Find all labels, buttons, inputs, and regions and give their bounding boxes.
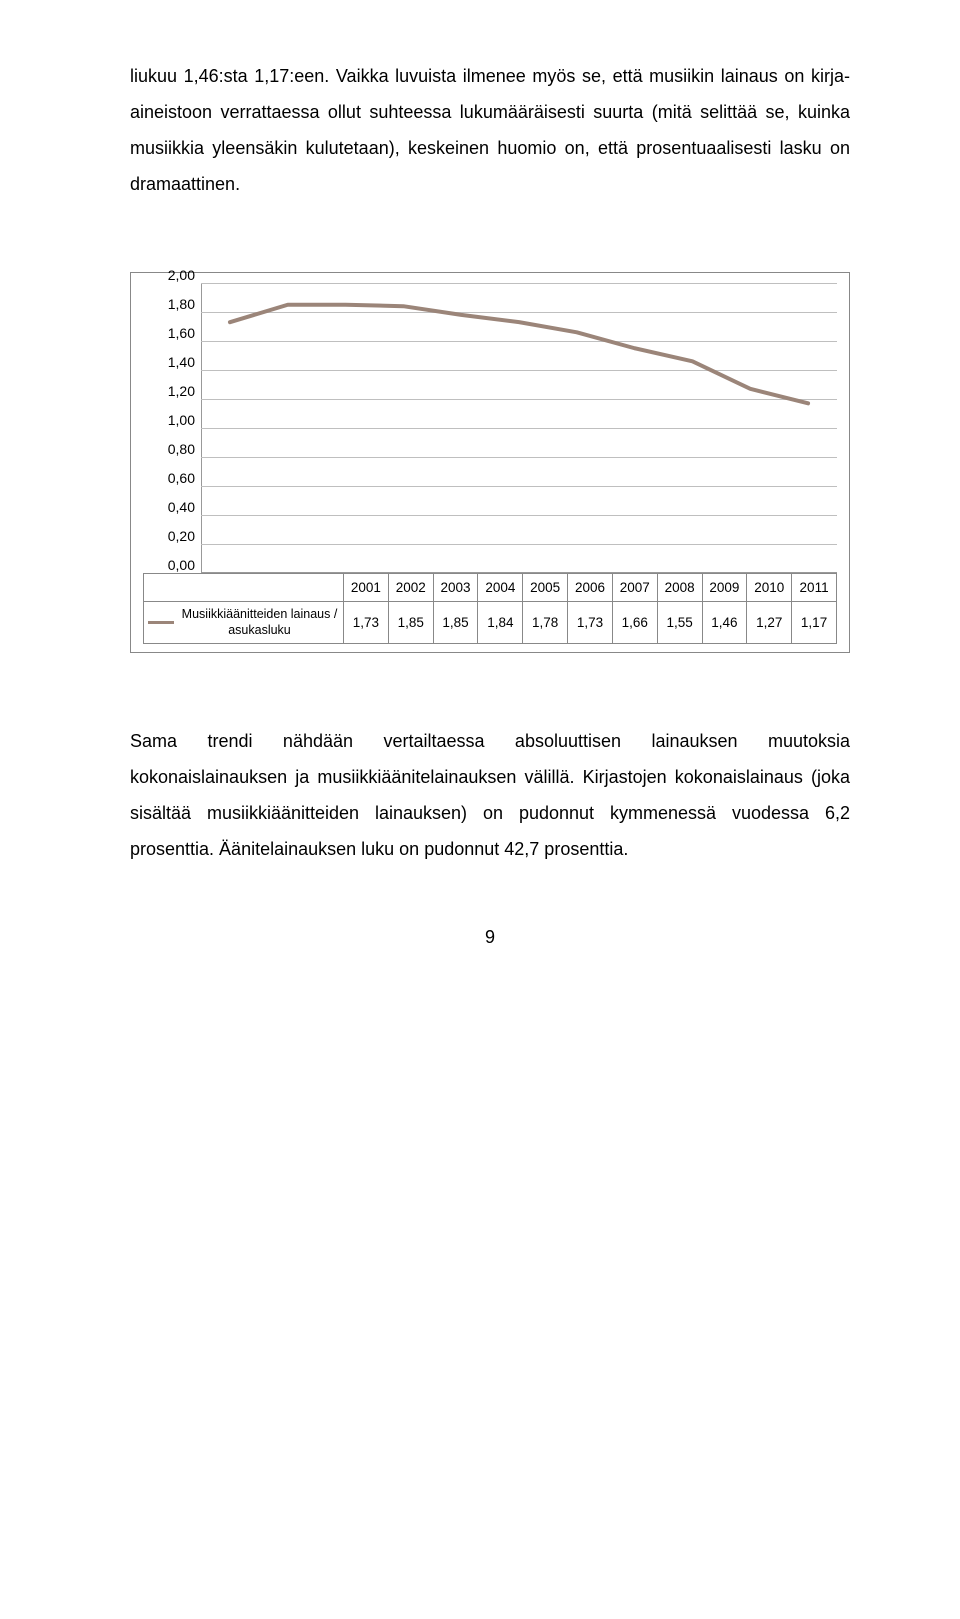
chart-legend-swatch [148, 621, 174, 624]
chart-value-cell: 1,73 [344, 602, 389, 644]
chart-value-cell: 1,85 [388, 602, 433, 644]
chart-value-cell: 1,55 [657, 602, 702, 644]
chart-value-cell: 1,17 [792, 602, 837, 644]
chart-value-cell: 1,27 [747, 602, 792, 644]
page-number: 9 [130, 927, 850, 948]
chart-series-line [230, 305, 808, 404]
chart-container: 2,001,801,601,401,201,000,800,600,400,20… [130, 272, 850, 653]
chart-value-cell: 1,73 [568, 602, 613, 644]
chart-legend-label: Musiikkiäänitteiden lainaus / asukasluku [180, 606, 339, 639]
chart-category-cell: 2005 [523, 574, 568, 602]
chart-category-cell: 2006 [568, 574, 613, 602]
chart-category-cell: 2011 [792, 574, 837, 602]
chart-category-cell: 2002 [388, 574, 433, 602]
paragraph-1: liukuu 1,46:sta 1,17:een. Vaikka luvuist… [130, 58, 850, 202]
chart-category-cell: 2001 [344, 574, 389, 602]
chart-category-cell: 2009 [702, 574, 747, 602]
chart-value-cell: 1,78 [523, 602, 568, 644]
chart-yaxis: 2,001,801,601,401,201,000,800,600,400,20… [143, 283, 201, 573]
chart-category-cell: 2007 [612, 574, 657, 602]
chart-category-cell: 2004 [478, 574, 523, 602]
paragraph-2: Sama trendi nähdään vertailtaessa absolu… [130, 723, 850, 867]
chart-category-cell: 2003 [433, 574, 478, 602]
chart-data-table: 2001200220032004200520062007200820092010… [143, 573, 837, 644]
chart-legend-cell: Musiikkiäänitteiden lainaus / asukasluku [144, 602, 344, 644]
chart-value-cell: 1,84 [478, 602, 523, 644]
chart-value-cell: 1,85 [433, 602, 478, 644]
chart-value-cell: 1,46 [702, 602, 747, 644]
chart-plot-area [201, 283, 837, 573]
chart-category-cell: 2010 [747, 574, 792, 602]
chart-value-cell: 1,66 [612, 602, 657, 644]
chart-category-cell: 2008 [657, 574, 702, 602]
